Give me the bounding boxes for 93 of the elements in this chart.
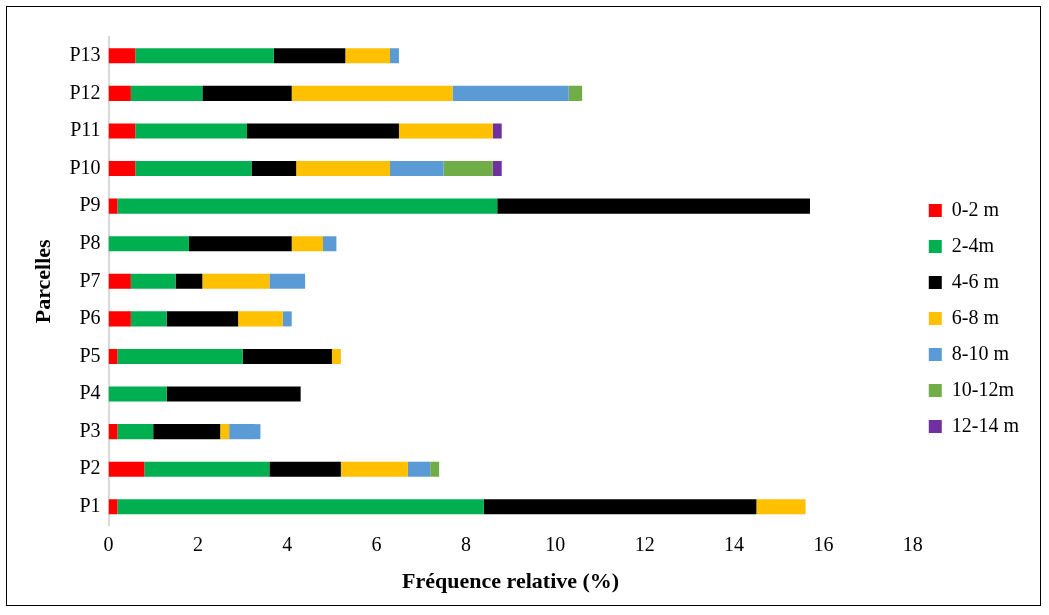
bar [322,236,337,252]
bar [130,273,176,289]
bar [430,461,440,477]
bar [242,348,332,364]
bar [238,311,283,327]
y-tick-label: P6 [79,306,101,329]
bar [117,348,243,364]
bar [108,424,118,440]
bar [153,424,221,440]
x-tick-label: 4 [282,532,293,555]
bar [756,499,806,515]
bar [166,311,239,327]
bar [108,198,118,214]
bar [568,85,583,101]
bar [331,348,341,364]
x-tick-label: 8 [460,532,471,555]
bar [220,424,230,440]
bar [390,161,444,177]
y-tick-label: P8 [79,230,101,253]
bar [251,161,297,177]
bar [108,348,118,364]
bar [144,461,270,477]
bar [443,161,493,177]
legend-label: 6-8 m [951,305,1000,328]
y-tick-label: P4 [79,381,101,404]
bar [282,311,292,327]
bar [135,48,274,64]
y-tick-label: P13 [69,43,101,66]
bar [407,461,431,477]
x-tick-label: 12 [634,532,655,555]
bar [202,273,270,289]
legend-label: 2-4m [951,233,995,256]
bar [117,424,154,440]
x-tick-label: 16 [813,532,834,555]
legend-label: 12-14 m [951,413,1020,436]
x-axis-title: Fréquence relative (%) [402,568,620,594]
bar [345,48,391,64]
y-tick-label: P2 [79,456,101,479]
bar [296,161,391,177]
bar [492,161,502,177]
y-tick-label: P3 [79,418,101,441]
bar [130,85,203,101]
bar [202,85,292,101]
bar [108,85,131,101]
bar [291,85,453,101]
bar [117,499,484,515]
legend-label: 8-10 m [951,341,1010,364]
bar [390,48,399,64]
bar [229,424,261,440]
x-tick-label: 10 [545,532,566,555]
bar [117,198,498,214]
bar [108,499,118,515]
y-tick-label: P5 [79,343,101,366]
bar [130,311,167,327]
legend-label: 0-2 m [951,197,1000,220]
bar [108,236,189,252]
bar [108,273,131,289]
y-tick-label: P7 [79,268,101,291]
bar [188,236,292,252]
bar [273,48,346,64]
bar [269,273,306,289]
bar [108,386,167,402]
legend-label: 4-6 m [951,269,1000,292]
y-tick-label: P10 [69,155,101,178]
bar [175,273,203,289]
y-tick-label: P1 [79,494,101,517]
x-tick-label: 2 [192,532,203,555]
bar [452,85,569,101]
legend-label: 10-12m [951,377,1015,400]
bar [108,311,131,327]
bar [247,123,399,139]
x-tick-label: 18 [902,532,923,555]
y-tick-label: P12 [69,80,101,103]
y-axis-title: Parcelles [29,238,55,324]
bar [135,161,252,177]
bar [108,161,136,177]
bar [269,461,341,477]
bar [108,48,136,64]
x-tick-label: 6 [371,532,382,555]
bar [492,123,502,139]
bar [340,461,408,477]
bar [108,461,145,477]
bar [135,123,248,139]
bar [166,386,301,402]
bar [108,123,136,139]
y-tick-label: P11 [70,118,101,141]
x-tick-label: 14 [724,532,745,555]
bar [497,198,811,214]
x-tick-label: 0 [103,532,114,555]
bar [291,236,323,252]
y-tick-label: P9 [79,193,101,216]
bar [398,123,493,139]
bar [483,499,757,515]
